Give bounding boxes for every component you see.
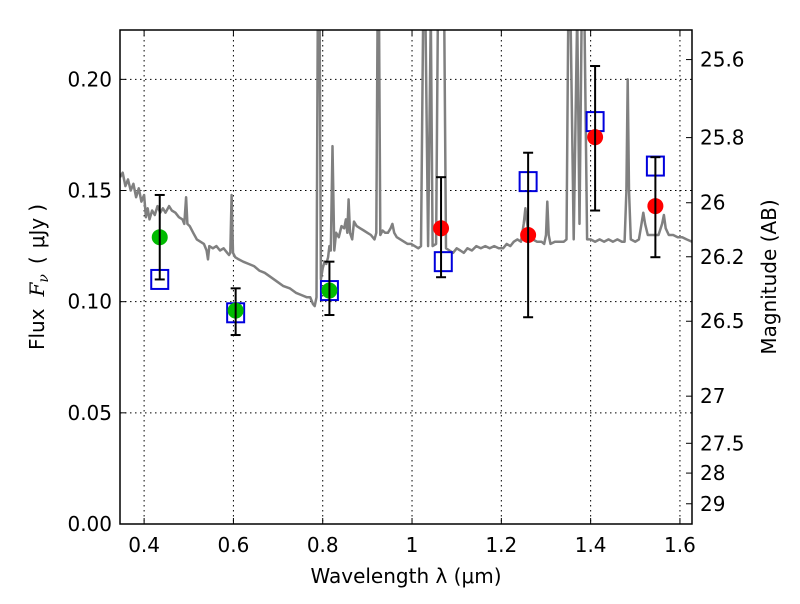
right-axis-label: Magnitude (AB) <box>757 199 781 354</box>
y-label-flux: Flux <box>25 308 49 350</box>
x-tick-label: 1.6 <box>664 533 696 557</box>
y-axis-label-text: Flux Fν ( μJy) <box>25 204 52 350</box>
spectrum-layer <box>120 30 692 308</box>
right-tick-label: 25.6 <box>700 48 745 72</box>
y-axis-label: Flux Fν ( μJy) <box>25 204 52 350</box>
y-label-nu: ν <box>36 274 52 283</box>
y-tick-label: 0.05 <box>67 401 112 425</box>
right-tick-label: 26.5 <box>700 309 745 333</box>
y-label-f: F <box>25 281 49 297</box>
y-label-unit: μJy <box>25 218 49 249</box>
y-tick-label: 0.00 <box>67 512 112 536</box>
right-tick-label: 26 <box>700 191 725 215</box>
right-tick-label: 27 <box>700 384 725 408</box>
x-tick-label: 1.2 <box>485 533 517 557</box>
model-photometry-square <box>433 251 453 273</box>
plot-frame <box>119 29 693 525</box>
x-axis-label: Wavelength λ (μm) <box>310 564 501 588</box>
right-tick-label: 28 <box>700 461 725 485</box>
model-spectrum-line <box>120 30 692 308</box>
y-label-close-paren: ) <box>25 204 49 212</box>
y-tick-label: 0.10 <box>67 290 112 314</box>
right-tick-label: 29 <box>700 492 725 516</box>
axis-ticks <box>120 30 692 525</box>
right-tick-label: 26.2 <box>700 245 745 269</box>
y-tick-label: 0.20 <box>67 67 112 91</box>
y-tick-label: 0.15 <box>67 179 112 203</box>
x-tick-label: 0.4 <box>128 533 160 557</box>
x-tick-label: 0.6 <box>218 533 250 557</box>
x-tick-label: 0.8 <box>307 533 339 557</box>
x-tick-label: 1 <box>406 533 419 557</box>
right-tick-label: 25.8 <box>700 126 745 150</box>
right-tick-label: 27.5 <box>700 431 745 455</box>
data-marks <box>150 65 665 337</box>
y-label-open-paren: ( <box>25 256 49 264</box>
x-tick-label: 1.4 <box>575 533 607 557</box>
tick-labels: 0.4 0.6 0.8 1 1.2 1.4 1.6 0.00 0.05 0.10 0.15 0.20 2… <box>67 48 744 557</box>
